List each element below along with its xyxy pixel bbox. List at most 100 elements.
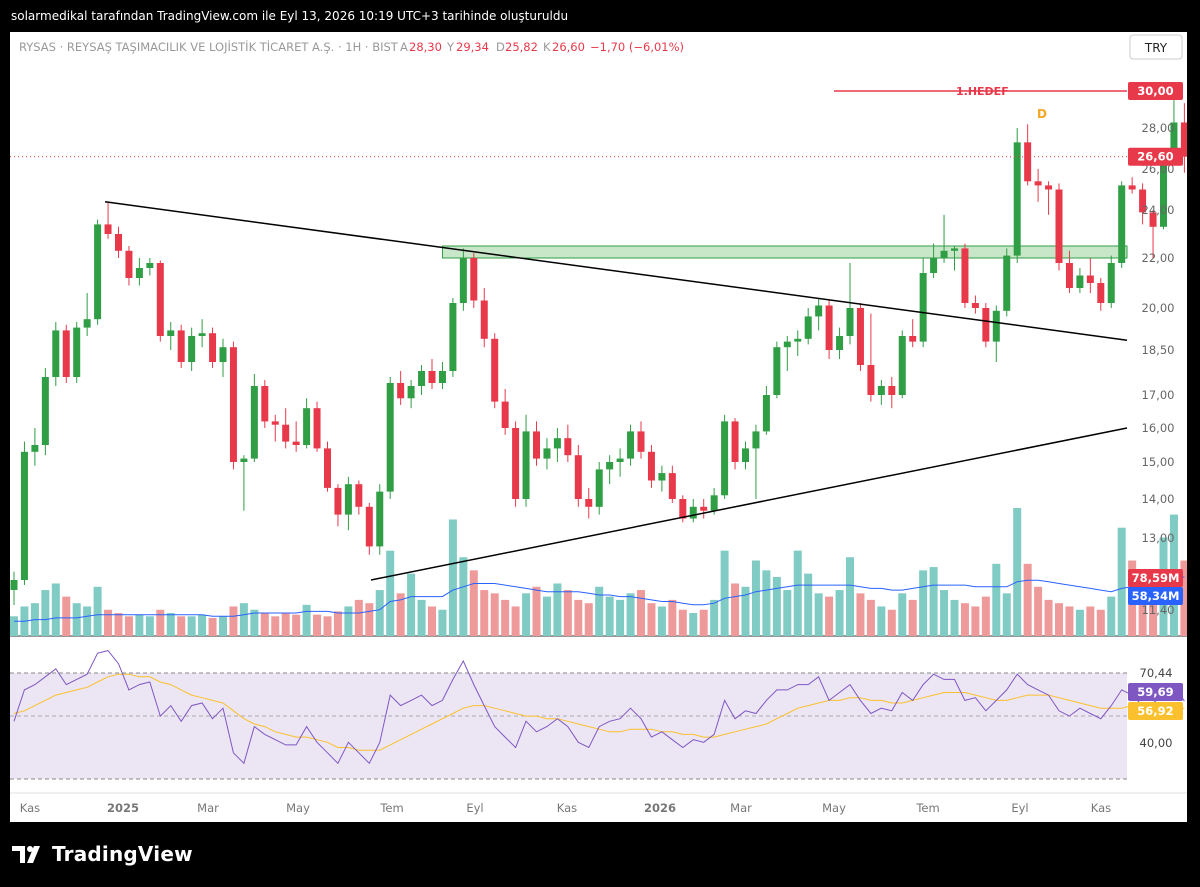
- candle[interactable]: [1034, 169, 1042, 202]
- candle[interactable]: [219, 338, 227, 377]
- candle[interactable]: [553, 428, 561, 462]
- candle[interactable]: [951, 246, 958, 271]
- candle[interactable]: [836, 327, 844, 359]
- candle[interactable]: [731, 418, 739, 470]
- candle[interactable]: [365, 502, 373, 555]
- candle[interactable]: [135, 258, 143, 286]
- candle[interactable]: [41, 368, 49, 456]
- candle[interactable]: [1149, 210, 1157, 258]
- candle[interactable]: [250, 374, 258, 462]
- candle[interactable]: [1097, 278, 1105, 311]
- candle[interactable]: [888, 377, 896, 409]
- candle[interactable]: [961, 243, 969, 308]
- candle[interactable]: [188, 327, 196, 371]
- candle[interactable]: [971, 295, 979, 314]
- candle[interactable]: [459, 248, 467, 311]
- candle[interactable]: [355, 480, 363, 515]
- candle[interactable]: [1076, 268, 1084, 293]
- candle[interactable]: [512, 421, 520, 507]
- candle[interactable]: [10, 571, 18, 605]
- candle[interactable]: [606, 455, 614, 485]
- candle[interactable]: [585, 487, 593, 519]
- candle[interactable]: [480, 288, 488, 348]
- candle[interactable]: [20, 441, 28, 585]
- candle[interactable]: [324, 441, 331, 492]
- candle[interactable]: [574, 445, 582, 507]
- candle[interactable]: [376, 484, 384, 555]
- candle[interactable]: [229, 341, 237, 470]
- candle[interactable]: [658, 465, 666, 492]
- candle[interactable]: [418, 365, 426, 395]
- candle[interactable]: [919, 258, 927, 348]
- candle[interactable]: [877, 380, 885, 405]
- candle[interactable]: [898, 330, 906, 399]
- candle[interactable]: [752, 424, 760, 499]
- candle[interactable]: [449, 298, 457, 377]
- candle[interactable]: [930, 243, 938, 278]
- candle[interactable]: [794, 330, 802, 356]
- candle[interactable]: [52, 322, 60, 386]
- candle[interactable]: [1055, 183, 1063, 271]
- candle[interactable]: [564, 424, 572, 462]
- candle[interactable]: [1024, 124, 1032, 186]
- candle[interactable]: [1003, 248, 1011, 317]
- candle[interactable]: [344, 476, 352, 531]
- candle[interactable]: [1118, 181, 1126, 268]
- ascending-trendline[interactable]: [370, 427, 1128, 581]
- candle[interactable]: [156, 260, 164, 342]
- candle[interactable]: [815, 298, 823, 331]
- candle[interactable]: [94, 219, 102, 325]
- candle[interactable]: [1139, 183, 1147, 225]
- candle[interactable]: [386, 377, 394, 499]
- candle[interactable]: [700, 499, 708, 519]
- candle[interactable]: [261, 380, 269, 428]
- candle[interactable]: [1128, 177, 1136, 194]
- candle[interactable]: [282, 408, 290, 449]
- candle[interactable]: [543, 438, 551, 470]
- candle[interactable]: [334, 484, 342, 527]
- candle[interactable]: [856, 303, 864, 371]
- candle[interactable]: [83, 293, 91, 336]
- candle[interactable]: [773, 341, 781, 399]
- candle[interactable]: [198, 319, 206, 348]
- candle[interactable]: [940, 214, 948, 263]
- candle[interactable]: [62, 324, 70, 383]
- candle[interactable]: [177, 324, 185, 368]
- candle[interactable]: [313, 401, 321, 452]
- candle[interactable]: [668, 465, 676, 503]
- candle[interactable]: [647, 445, 655, 488]
- candle[interactable]: [533, 421, 540, 466]
- candle[interactable]: [637, 421, 645, 459]
- candle[interactable]: [470, 253, 478, 308]
- currency-button[interactable]: TRY: [1129, 34, 1183, 60]
- candle[interactable]: [303, 398, 311, 449]
- candle[interactable]: [616, 448, 624, 477]
- candle[interactable]: [721, 414, 729, 499]
- candle[interactable]: [1013, 128, 1021, 263]
- candle[interactable]: [73, 322, 81, 383]
- candle[interactable]: [689, 499, 697, 523]
- candle[interactable]: [104, 201, 112, 239]
- candle[interactable]: [31, 428, 39, 466]
- candle[interactable]: [167, 322, 175, 350]
- candle[interactable]: [804, 308, 812, 345]
- candle[interactable]: [1086, 258, 1094, 293]
- candle[interactable]: [407, 380, 415, 409]
- candle[interactable]: [595, 462, 603, 515]
- candle[interactable]: [762, 386, 770, 435]
- candle[interactable]: [867, 313, 875, 402]
- candle[interactable]: [522, 414, 530, 507]
- candle[interactable]: [501, 389, 509, 435]
- zone-rectangle[interactable]: [441, 245, 1128, 259]
- candle[interactable]: [1180, 103, 1187, 173]
- candle[interactable]: [438, 362, 446, 389]
- candle[interactable]: [825, 300, 833, 360]
- candle[interactable]: [1045, 181, 1053, 215]
- candle[interactable]: [115, 226, 122, 258]
- candle[interactable]: [428, 359, 436, 389]
- candle[interactable]: [1107, 255, 1115, 308]
- descending-trendline[interactable]: [104, 201, 1128, 341]
- candle[interactable]: [992, 305, 1000, 363]
- candle[interactable]: [146, 258, 154, 276]
